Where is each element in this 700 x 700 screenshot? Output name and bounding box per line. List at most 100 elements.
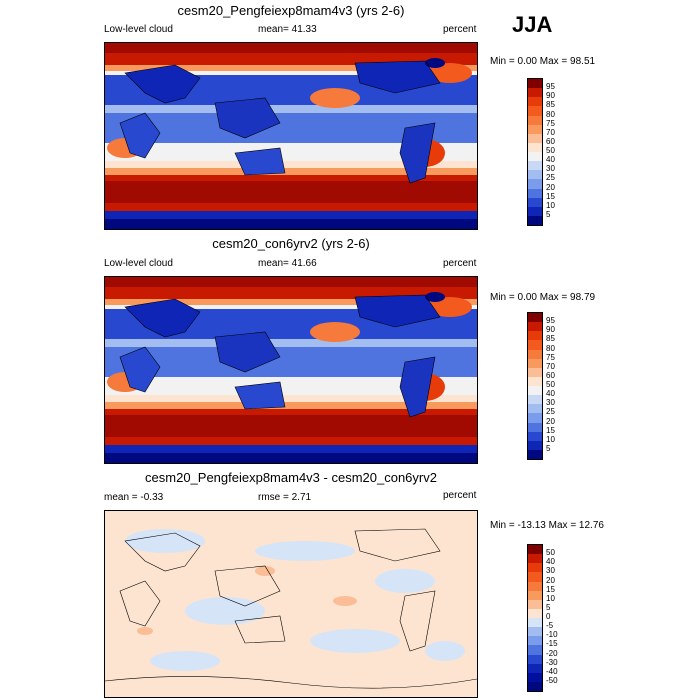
panel1-colorbar-segment	[528, 188, 542, 198]
panel3-colorbar-segment	[528, 545, 542, 555]
panel2-colorbar-segment	[528, 313, 542, 323]
panel1-colorbar-tick-label: 10	[546, 200, 555, 210]
panel1-colorbar-tick-label: 15	[546, 191, 555, 201]
panel2-colorbar-tick-label: 25	[546, 407, 555, 417]
panel2-minmax: Min = 0.00 Max = 98.79	[490, 292, 596, 303]
panel3-colorbar-tick-label: 10	[546, 593, 555, 603]
panel2-colorbar-segment	[528, 440, 542, 450]
panel2-colorbar-tick-label: 70	[546, 361, 555, 371]
panel1-mean-label: mean= 41.33	[258, 24, 317, 35]
panel2-colorbar-segment	[528, 395, 542, 405]
panel2-colorbar-segment	[528, 431, 542, 441]
panel3-colorbar-segment	[528, 681, 542, 691]
panel1-colorbar-segment	[528, 197, 542, 207]
panel1-colorbar-tick-label: 40	[546, 155, 555, 165]
panel2-colorbar-segment	[528, 413, 542, 423]
panel2-colorbar-tick-label: 15	[546, 425, 555, 435]
panel2-map	[104, 276, 478, 464]
panel3-colorbar-segment	[528, 654, 542, 664]
panel3-colorbar-tick-label: -40	[546, 666, 558, 676]
panel1-colorbar-tick-label: 90	[546, 91, 555, 101]
panel3-colorbar-tick-label: 40	[546, 557, 555, 567]
panel1-colorbar-segment	[528, 79, 542, 89]
panel3-rmse-label: rmse = 2.71	[258, 492, 312, 503]
panel1-colorbar-segment	[528, 161, 542, 171]
panel1-colorbar-tick-label: 80	[546, 109, 555, 119]
panel2-colorbar-segment	[528, 422, 542, 432]
panel2-colorbar-segment	[528, 322, 542, 332]
panel1-colorbar-tick-label: 50	[546, 146, 555, 155]
panel1-left-label: Low-level cloud	[104, 24, 173, 35]
panel1-colorbar-tick-label: 20	[546, 182, 555, 192]
panel1-colorbar-tick-label: 25	[546, 173, 555, 183]
panel3-colorbar-segment	[528, 581, 542, 591]
panel2-colorbar-labels: 95 90 85 80 75 70 60 50 40 30 25 20 15 10 5	[546, 312, 576, 458]
panel3-units: percent	[443, 490, 477, 501]
panel3-colorbar-segment	[528, 599, 542, 609]
panel2-colorbar-segment	[528, 340, 542, 350]
panel1-colorbar-segment	[528, 106, 542, 116]
panel2-colorbar-tick-label: 20	[546, 416, 555, 426]
panel3-colorbar-tick-label: -10	[546, 630, 558, 640]
panel3-colorbar-tick-label: -5	[546, 621, 554, 631]
panel1-colorbar-segment	[528, 170, 542, 180]
panel3-minmax: Min = -13.13 Max = 12.76	[490, 520, 604, 531]
panel1-colorbar-segment	[528, 88, 542, 98]
panel2-colorbar-segment	[528, 404, 542, 414]
panel3-map	[104, 510, 478, 698]
panel1-colorbar-segment	[528, 97, 542, 107]
panel3-colorbar-tick-label: -50	[546, 675, 558, 685]
panel1-colorbar-tick-label: 85	[546, 100, 555, 110]
panel3-colorbar-segment	[528, 590, 542, 600]
panel2-colorbar-tick-label: 80	[546, 343, 555, 353]
panel2-colorbar	[527, 312, 543, 460]
panel3-colorbar-tick-label: 0	[546, 612, 551, 621]
panel3-colorbar-segment	[528, 608, 542, 618]
panel2-colorbar-tick-label: 50	[546, 380, 555, 389]
panel2-colorbar-tick-label: 95	[546, 316, 555, 326]
season-label: JJA	[512, 12, 553, 37]
panel1-colorbar-tick-label: 95	[546, 82, 555, 92]
panel2-colorbar-segment	[528, 367, 542, 377]
panel2-colorbar-segment	[528, 376, 542, 386]
panel3-colorbar-segment	[528, 627, 542, 637]
panel1-colorbar	[527, 78, 543, 226]
panel3-colorbar-segment	[528, 663, 542, 673]
panel3-colorbar-tick-label: 30	[546, 566, 555, 576]
panel3-colorbar-segment	[528, 563, 542, 573]
panel3-title: cesm20_Pengfeiexp8mam4v3 - cesm20_con6yr…	[145, 470, 437, 485]
panel1-colorbar-segment	[528, 133, 542, 143]
panel1-colorbar-segment	[528, 152, 542, 162]
panel3-colorbar-labels: 50 40 30 20 15 10 5 0 -5 -10 -15 -20 -30 -40 -50	[546, 544, 576, 690]
panel3-colorbar-tick-label: -15	[546, 639, 558, 649]
panel2-colorbar-segment	[528, 331, 542, 341]
panel2-colorbar-segment	[528, 449, 542, 459]
panel3-colorbar-segment	[528, 554, 542, 564]
panel3-colorbar	[527, 544, 543, 692]
panel3-colorbar-tick-label: 15	[546, 584, 555, 594]
panel2-colorbar-tick-label: 90	[546, 325, 555, 335]
panel1-colorbar-segment	[528, 206, 542, 216]
panel2-units: percent	[443, 258, 477, 269]
panel2-colorbar-segment	[528, 386, 542, 396]
panel1-title: cesm20_Pengfeiexp8mam4v3 (yrs 2-6)	[177, 3, 405, 18]
panel1-colorbar-segment	[528, 115, 542, 125]
panel2-colorbar-tick-label: 40	[546, 389, 555, 399]
panel2-colorbar-segment	[528, 349, 542, 359]
panel3-colorbar-segment	[528, 645, 542, 655]
panel2-colorbar-tick-label: 30	[546, 398, 555, 408]
panel3-colorbar-segment	[528, 636, 542, 646]
panel2-colorbar-segment	[528, 358, 542, 368]
panel2-title: cesm20_con6yrv2 (yrs 2-6)	[212, 236, 370, 251]
panel3-colorbar-segment	[528, 672, 542, 682]
panel3-colorbar-tick-label: -20	[546, 648, 558, 658]
panel1-colorbar-tick-label: 75	[546, 118, 555, 128]
panel1-map	[104, 42, 478, 230]
panel1-units: percent	[443, 24, 477, 35]
panel2-colorbar-tick-label: 60	[546, 370, 555, 380]
panel1-minmax: Min = 0.00 Max = 98.51	[490, 56, 596, 67]
panel1-colorbar-tick-label: 60	[546, 136, 555, 146]
panel3-colorbar-tick-label: 5	[546, 602, 551, 612]
panel2-colorbar-tick-label: 75	[546, 352, 555, 362]
panel1-colorbar-tick-label: 5	[546, 209, 551, 219]
